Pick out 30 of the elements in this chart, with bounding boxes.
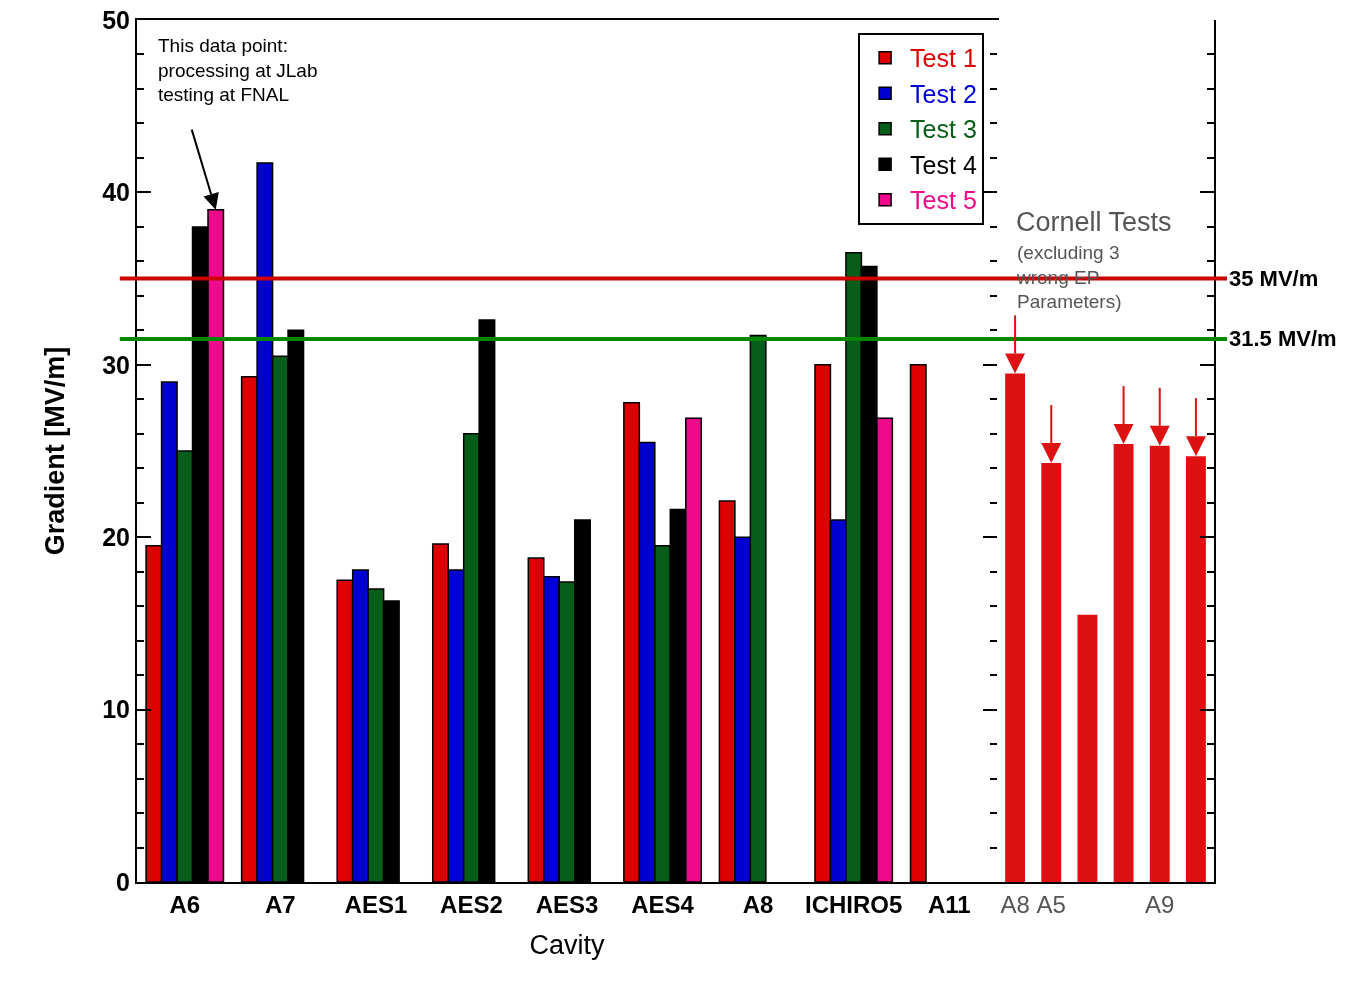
legend-label: Test 4 [910,150,977,179]
y-tick-label: 20 [102,522,130,551]
x-tick-label: A11 [927,890,971,918]
ref-line-label: 31.5 MV/m [1229,326,1337,351]
x-tick-label: A6 [169,890,201,918]
y-tick-label: 10 [102,695,130,724]
ref-line-label: 35 MV/m [1229,266,1319,291]
y-tick-label: 0 [116,867,130,896]
annotation: Cornell Tests [1016,207,1172,237]
x-tick-label: A8 [742,890,774,918]
x-tick-label: AES1 [344,890,408,918]
legend-label: Test 2 [910,79,977,108]
x-tick-label: AES4 [631,890,695,918]
annotation: This data point: processing at JLab testing at FNAL [158,35,318,106]
x-tick-label: A5 [1036,890,1066,918]
legend-label: Test 1 [910,44,977,73]
x-axis-title: Cavity [529,929,606,960]
x-tick-label: A7 [264,890,296,918]
x-tick-label: AES3 [535,890,599,918]
legend-label: Test 3 [910,115,977,144]
y-tick-label: 30 [102,350,130,379]
x-tick-label: A8 [1000,890,1030,918]
x-tick-label: AES2 [440,890,503,918]
y-axis-title: Gradient [MV/m] [39,346,70,556]
bar [1077,614,1098,882]
x-tick-label: ICHIRO5 [804,890,903,918]
legend-label: Test 5 [910,186,977,215]
y-tick-label: 50 [102,5,130,34]
y-tick-label: 40 [102,178,130,207]
x-tick-label: A9 [1145,890,1175,918]
